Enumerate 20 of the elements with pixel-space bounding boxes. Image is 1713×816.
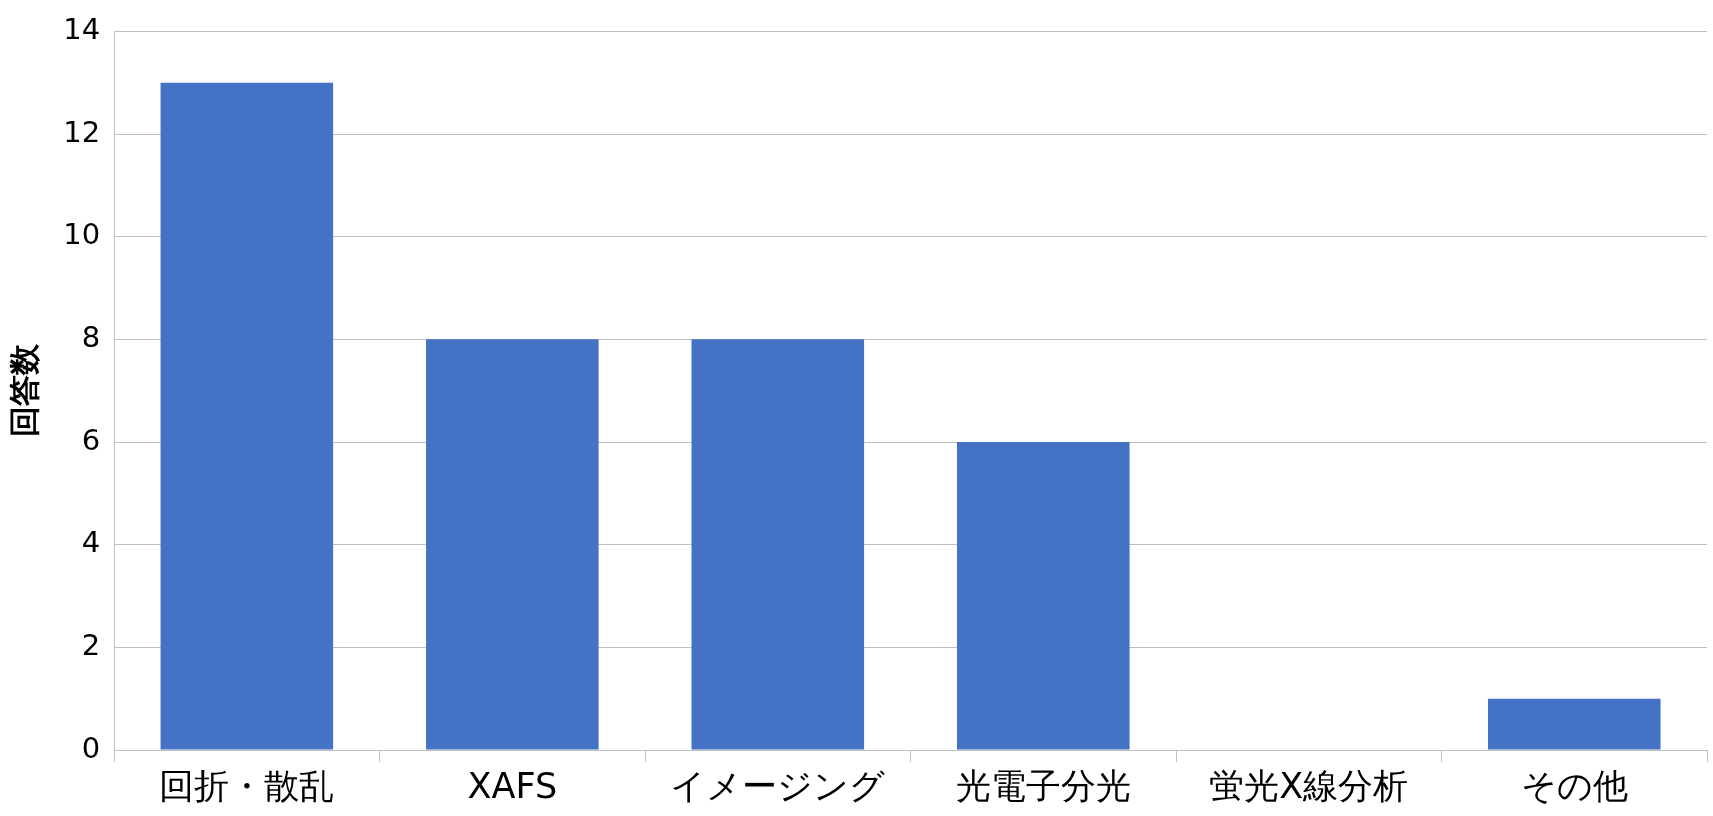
bar: [691, 339, 865, 750]
y-tick-label: 0: [81, 730, 101, 765]
y-tick-label: 12: [63, 114, 101, 149]
y-tick-label: 6: [81, 422, 101, 457]
bar: [957, 442, 1130, 750]
y-tick-label: 2: [81, 627, 101, 662]
y-axis-title: 回答数: [5, 343, 42, 438]
y-tick-label: 4: [81, 525, 101, 560]
bar: [1487, 698, 1661, 750]
x-tick-label: イメージング: [670, 766, 886, 807]
bar: [426, 339, 599, 750]
x-tick-label: 蛍光X線分析: [1209, 766, 1409, 807]
y-tick-label: 14: [63, 11, 101, 46]
bar: [160, 82, 334, 750]
x-tick-label: 光電子分光: [955, 766, 1131, 807]
x-tick-label: その他: [1520, 766, 1628, 807]
x-tick-label: 回折・散乱: [159, 766, 335, 807]
x-tick-label: XAFS: [467, 766, 558, 807]
y-tick-label: 10: [63, 217, 101, 252]
y-tick-label: 8: [81, 319, 101, 354]
